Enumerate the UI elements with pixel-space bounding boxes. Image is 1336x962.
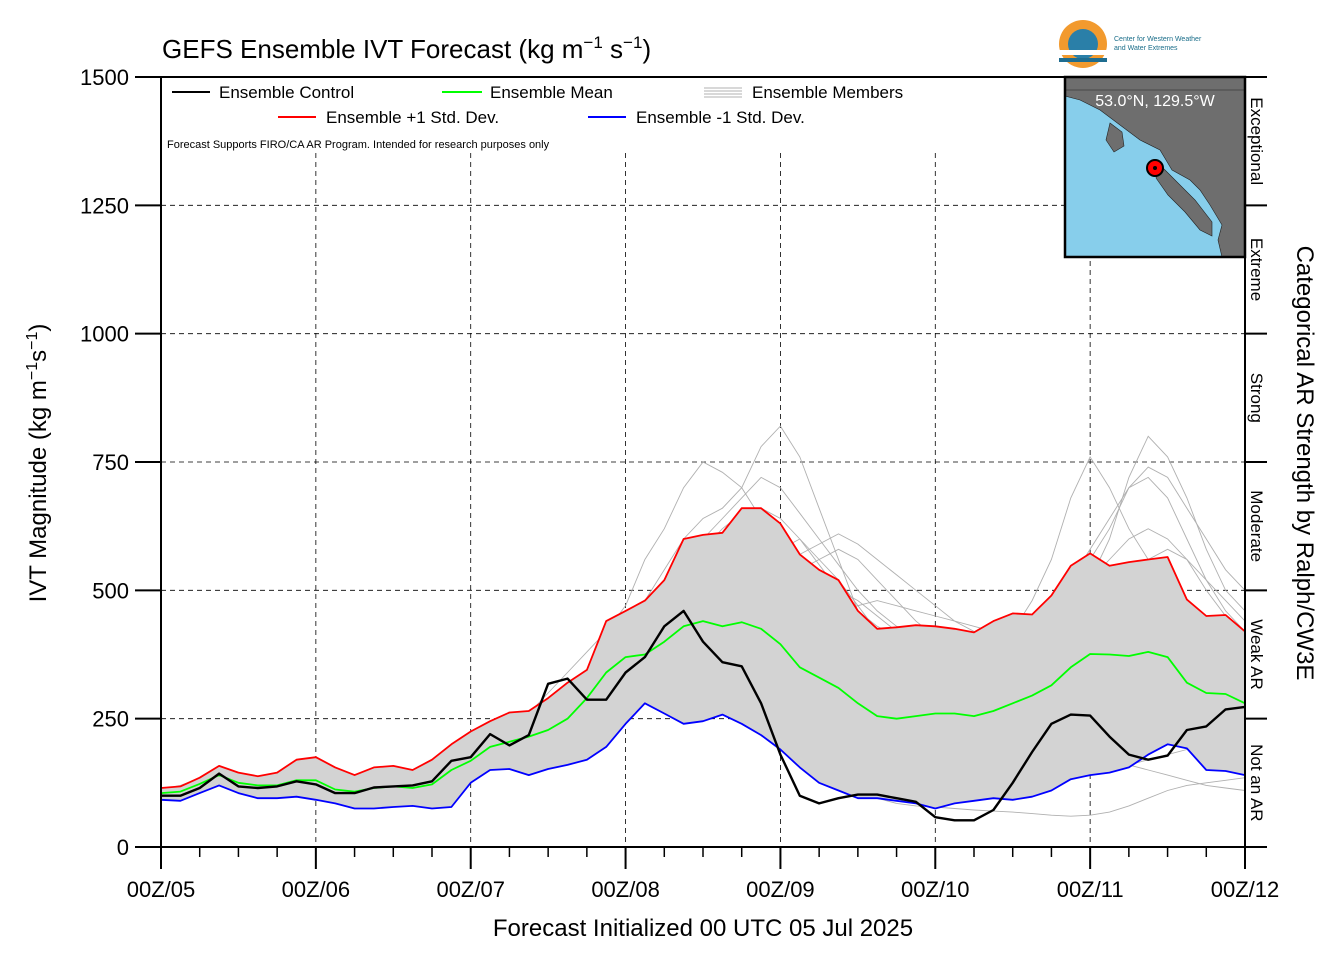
- y-axis-label: IVT Magnitude (kg m−1s−1): [24, 324, 52, 603]
- legend: Ensemble Control Ensemble Mean Ensemble …: [167, 83, 903, 151]
- category-label: Moderate: [1247, 490, 1266, 562]
- category-label: Weak AR: [1247, 619, 1266, 690]
- category-label: Exceptional: [1247, 97, 1266, 185]
- right-axis-label: Categorical AR Strength by Ralph/CW3E: [1291, 246, 1318, 681]
- std-dev-band-fill: [161, 508, 1245, 809]
- inset-island-2: [1105, 122, 1125, 153]
- legend-label-members: Ensemble Members: [752, 83, 903, 102]
- category-label: Extreme: [1247, 238, 1266, 301]
- x-tick-label: 00Z/12: [1211, 877, 1280, 902]
- series-lines: [160, 507, 1246, 822]
- plus-std-line: [160, 507, 1246, 789]
- y-tick-label: 1250: [80, 193, 129, 218]
- y-tick-label: 1000: [80, 322, 129, 347]
- ensemble-mean-line: [160, 620, 1246, 794]
- y-tick-label: 500: [92, 578, 129, 603]
- disclaimer-note: Forecast Supports FIRO/CA AR Program. In…: [167, 139, 550, 151]
- y-tick-label: 1500: [80, 65, 129, 90]
- x-tick-label: 00Z/05: [127, 877, 196, 902]
- x-tick-label: 00Z/07: [436, 877, 505, 902]
- inset-island: [1155, 164, 1213, 237]
- y-tick-label: 250: [92, 707, 129, 732]
- legend-label-mean: Ensemble Mean: [490, 83, 613, 102]
- logo-text-line2: and Water Extremes: [1114, 45, 1178, 52]
- legend-label-control: Ensemble Control: [219, 83, 354, 102]
- x-tick-label: 00Z/11: [1057, 877, 1124, 902]
- cw3e-logo: Center for Western Weather and Water Ext…: [1059, 20, 1202, 68]
- inset-coordinates: 53.0°N, 129.5°W: [1095, 93, 1215, 110]
- category-label: Not an AR: [1247, 744, 1266, 822]
- axes: 0 250 500 750 1000 1250 1500 00Z/05 00Z/06 00Z/07…: [80, 65, 1279, 902]
- ensemble-control-line: [161, 609, 1246, 822]
- x-tick-label: 00Z/06: [282, 877, 351, 902]
- x-tick-label: 00Z/10: [901, 877, 970, 902]
- x-axis-label: Forecast Initialized 00 UTC 05 Jul 2025: [493, 915, 913, 942]
- chart-title: GEFS Ensemble IVT Forecast (kg m−1 s−1): [162, 33, 651, 64]
- legend-swatch-members: [704, 87, 742, 98]
- x-tick-label: 00Z/09: [746, 877, 815, 902]
- location-inset-map: 53.0°N, 129.5°W: [1063, 75, 1247, 259]
- std-dev-band: [161, 508, 1245, 809]
- legend-label-minus-std: Ensemble -1 Std. Dev.: [636, 108, 805, 127]
- y-tick-label: 0: [117, 835, 129, 860]
- minus-std-line: [160, 702, 1246, 810]
- category-label: Strong: [1247, 373, 1266, 423]
- y-tick-label: 750: [92, 450, 129, 475]
- x-tick-label: 00Z/08: [591, 877, 660, 902]
- legend-label-plus-std: Ensemble +1 Std. Dev.: [326, 108, 499, 127]
- ar-categories: Exceptional Extreme Strong Moderate Weak AR N…: [1245, 76, 1267, 848]
- logo-text-line1: Center for Western Weather: [1114, 36, 1202, 43]
